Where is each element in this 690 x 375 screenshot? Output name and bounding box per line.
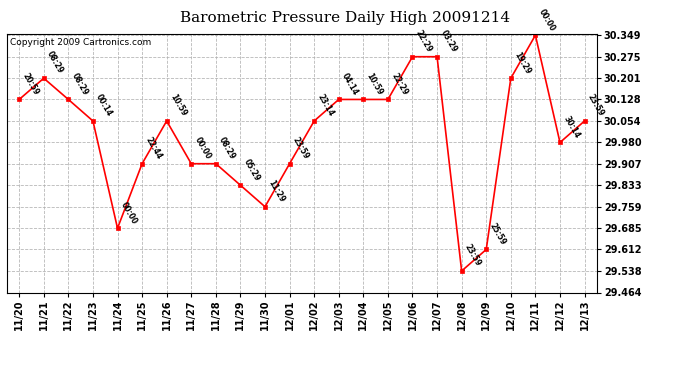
Text: Barometric Pressure Daily High 20091214: Barometric Pressure Daily High 20091214 — [180, 11, 510, 25]
Text: 25:59: 25:59 — [488, 222, 507, 247]
Text: 20:59: 20:59 — [21, 71, 41, 97]
Text: 08:29: 08:29 — [45, 50, 65, 75]
Text: 23:59: 23:59 — [586, 93, 606, 118]
Text: 22:29: 22:29 — [389, 71, 409, 97]
Text: 08:29: 08:29 — [70, 71, 90, 97]
Text: 03:29: 03:29 — [438, 28, 458, 54]
Text: 22:29: 22:29 — [414, 28, 434, 54]
Text: 11:29: 11:29 — [266, 178, 286, 204]
Text: 05:29: 05:29 — [241, 157, 262, 183]
Text: 04:14: 04:14 — [340, 71, 360, 97]
Text: 00:00: 00:00 — [537, 7, 557, 32]
Text: 23:59: 23:59 — [463, 243, 483, 268]
Text: 22:44: 22:44 — [144, 135, 164, 161]
Text: 00:00: 00:00 — [119, 200, 139, 225]
Text: 23:14: 23:14 — [315, 93, 335, 118]
Text: 10:59: 10:59 — [365, 71, 384, 97]
Text: 10:59: 10:59 — [168, 93, 188, 118]
Text: 00:00: 00:00 — [193, 135, 213, 161]
Text: 08:29: 08:29 — [217, 135, 237, 161]
Text: Copyright 2009 Cartronics.com: Copyright 2009 Cartronics.com — [10, 38, 151, 46]
Text: 30:14: 30:14 — [562, 114, 581, 140]
Text: 00:14: 00:14 — [95, 93, 114, 118]
Text: 19:29: 19:29 — [512, 50, 532, 75]
Text: 23:59: 23:59 — [291, 136, 310, 161]
